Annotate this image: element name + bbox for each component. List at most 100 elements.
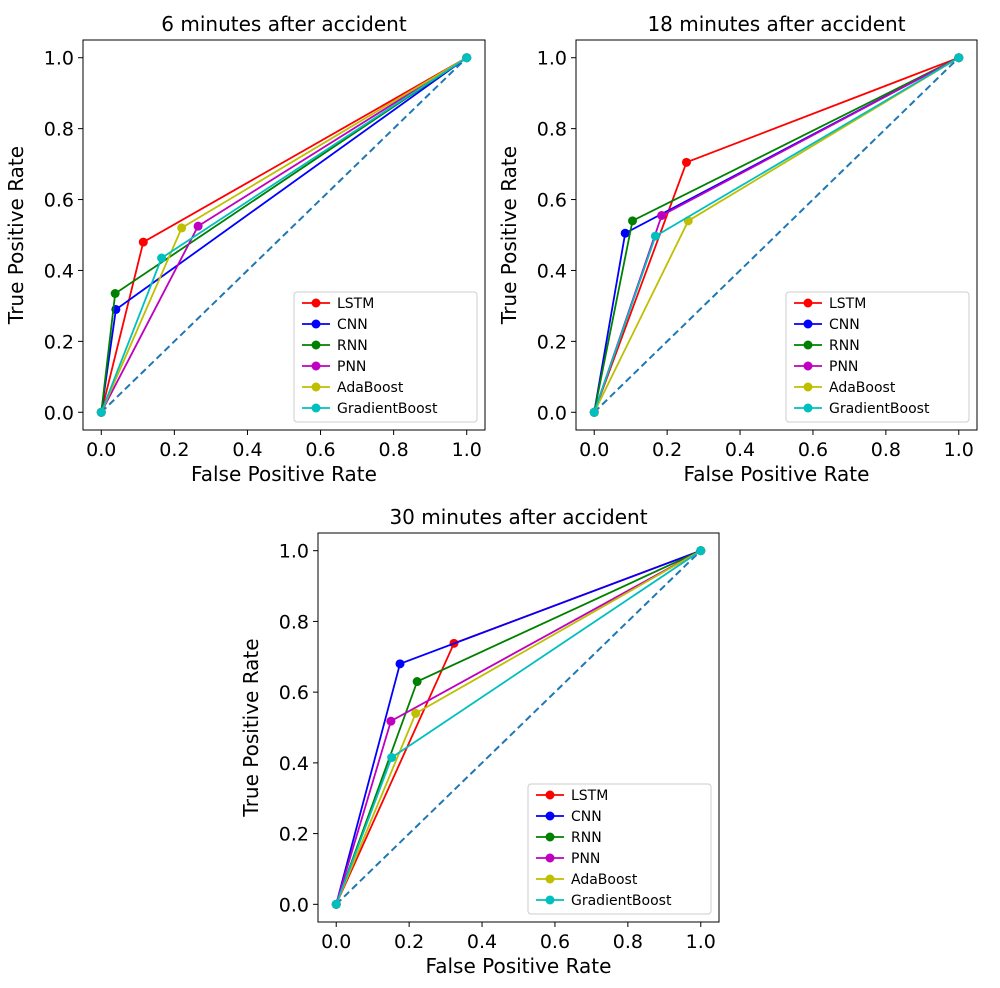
data-point-gradientboost (96, 407, 106, 417)
x-tick-label: 0.4 (467, 931, 497, 953)
legend-marker-adaboost (545, 874, 555, 884)
data-point-cnn (395, 659, 405, 669)
diagonal-reference-line (593, 57, 960, 413)
legend-marker-pnn (803, 361, 813, 371)
legend-label-pnn: PNN (571, 851, 600, 867)
y-tick-label: 1.0 (44, 48, 74, 70)
y-tick-label: 0.2 (537, 331, 567, 353)
y-tick-label: 0.8 (279, 611, 309, 633)
legend-marker-rnn (311, 340, 321, 350)
legend-marker-gradientboost (311, 403, 321, 413)
data-point-lstm (681, 157, 691, 167)
axes-frame (317, 532, 720, 923)
legend-label-cnn: CNN (337, 317, 368, 333)
legend-label-adaboost: AdaBoost (337, 380, 404, 396)
legend-label-pnn: PNN (829, 359, 858, 375)
x-tick-label: 0.2 (394, 931, 424, 953)
data-point-cnn (620, 228, 630, 238)
legend-marker-lstm (545, 790, 555, 800)
y-tick-label: 0.6 (279, 682, 309, 704)
axes-frame (575, 39, 978, 431)
x-tick-label: 0.2 (652, 439, 682, 461)
y-tick-label: 0.0 (537, 402, 567, 424)
legend-marker-pnn (545, 853, 555, 863)
y-tick-label: 0.4 (537, 260, 567, 282)
data-point-gradientboost (954, 53, 964, 63)
legend-marker-gradientboost (803, 403, 813, 413)
chart-title: 18 minutes after accident (647, 12, 905, 36)
legend-label-gradientboost: GradientBoost (337, 401, 438, 417)
data-point-gradientboost (331, 899, 341, 909)
legend-label-cnn: CNN (829, 317, 860, 333)
legend-label-gradientboost: GradientBoost (829, 401, 930, 417)
y-tick-label: 0.4 (279, 753, 309, 775)
legend-marker-adaboost (803, 382, 813, 392)
x-tick-label: 1.0 (944, 439, 974, 461)
diagonal-reference-line (100, 57, 468, 413)
y-tick-label: 0.4 (44, 260, 74, 282)
data-point-gradientboost (462, 53, 472, 63)
data-point-pnn (657, 211, 667, 220)
x-tick-label: 0.4 (725, 439, 755, 461)
legend-label-pnn: PNN (337, 359, 366, 375)
legend-label-rnn: RNN (337, 338, 368, 354)
y-tick-label: 1.0 (537, 48, 567, 70)
data-point-lstm (138, 237, 148, 247)
legend-marker-cnn (545, 811, 555, 821)
y-tick-label: 0.2 (279, 824, 309, 846)
legend-box (293, 291, 478, 423)
data-point-adaboost (411, 708, 421, 718)
y-tick-label: 0.2 (44, 331, 74, 353)
x-tick-label: 0.2 (159, 439, 189, 461)
y-tick-label: 0.6 (537, 190, 567, 212)
legend-marker-cnn (311, 319, 321, 329)
diagonal-reference-line (335, 549, 702, 906)
y-axis-label: True Positive Rate (497, 146, 521, 325)
data-point-rnn (412, 677, 422, 687)
chart-panel-3: 30 minutes after accident 0.0 0.2 0.4 0.6 0.8… (239, 505, 720, 978)
data-point-gradientboost (387, 753, 397, 763)
x-tick-label: 0.8 (613, 931, 643, 953)
legend-marker-rnn (545, 832, 555, 842)
legend-box (785, 291, 970, 423)
y-tick-label: 1.0 (279, 541, 309, 563)
data-point-pnn (193, 221, 203, 231)
x-tick-label: 0.0 (579, 439, 609, 461)
x-tick-label: 0.0 (86, 439, 116, 461)
legend-label-lstm: LSTM (571, 788, 608, 804)
legend-marker-pnn (311, 361, 321, 371)
legend-label-lstm: LSTM (829, 296, 866, 312)
data-point-gradientboost (157, 253, 167, 263)
legend-marker-cnn (803, 319, 813, 329)
x-tick-label: 0.6 (798, 439, 828, 461)
x-axis-label: False Positive Rate (191, 462, 377, 486)
chart-panel-1: 6 minutes after accident 0.0 0.2 0.4 0.6 0.8 1… (4, 12, 486, 486)
legend-label-adaboost: AdaBoost (829, 380, 896, 396)
data-point-rnn (110, 289, 120, 298)
legend-label-cnn: CNN (571, 809, 602, 825)
x-tick-label: 0.4 (232, 439, 262, 461)
legend-label-rnn: RNN (571, 830, 602, 846)
chart-title: 6 minutes after accident (161, 12, 407, 36)
data-point-pnn (386, 716, 396, 726)
legend: LSTM CNN RNN PNN AdaBoost GradientBoost (293, 291, 478, 423)
legend-label-adaboost: AdaBoost (571, 872, 638, 888)
data-point-rnn (628, 216, 638, 226)
legend: LSTM CNN RNN PNN AdaBoost GradientBoost (785, 291, 970, 423)
chart-title: 30 minutes after accident (389, 505, 647, 529)
legend: LSTM CNN RNN PNN AdaBoost GradientBoost (527, 783, 712, 915)
y-tick-label: 0.0 (279, 894, 309, 916)
y-axis-label: True Positive Rate (4, 146, 28, 325)
legend-label-rnn: RNN (829, 338, 860, 354)
x-tick-label: 1.0 (686, 931, 716, 953)
legend-marker-lstm (311, 298, 321, 308)
data-point-gradientboost (589, 407, 599, 417)
legend-marker-gradientboost (545, 895, 555, 905)
y-tick-label: 0.8 (44, 119, 74, 141)
data-point-gradientboost (696, 546, 706, 556)
x-axis-label: False Positive Rate (684, 462, 870, 486)
y-tick-label: 0.6 (44, 190, 74, 212)
legend-marker-adaboost (311, 382, 321, 392)
x-tick-label: 0.0 (321, 931, 351, 953)
